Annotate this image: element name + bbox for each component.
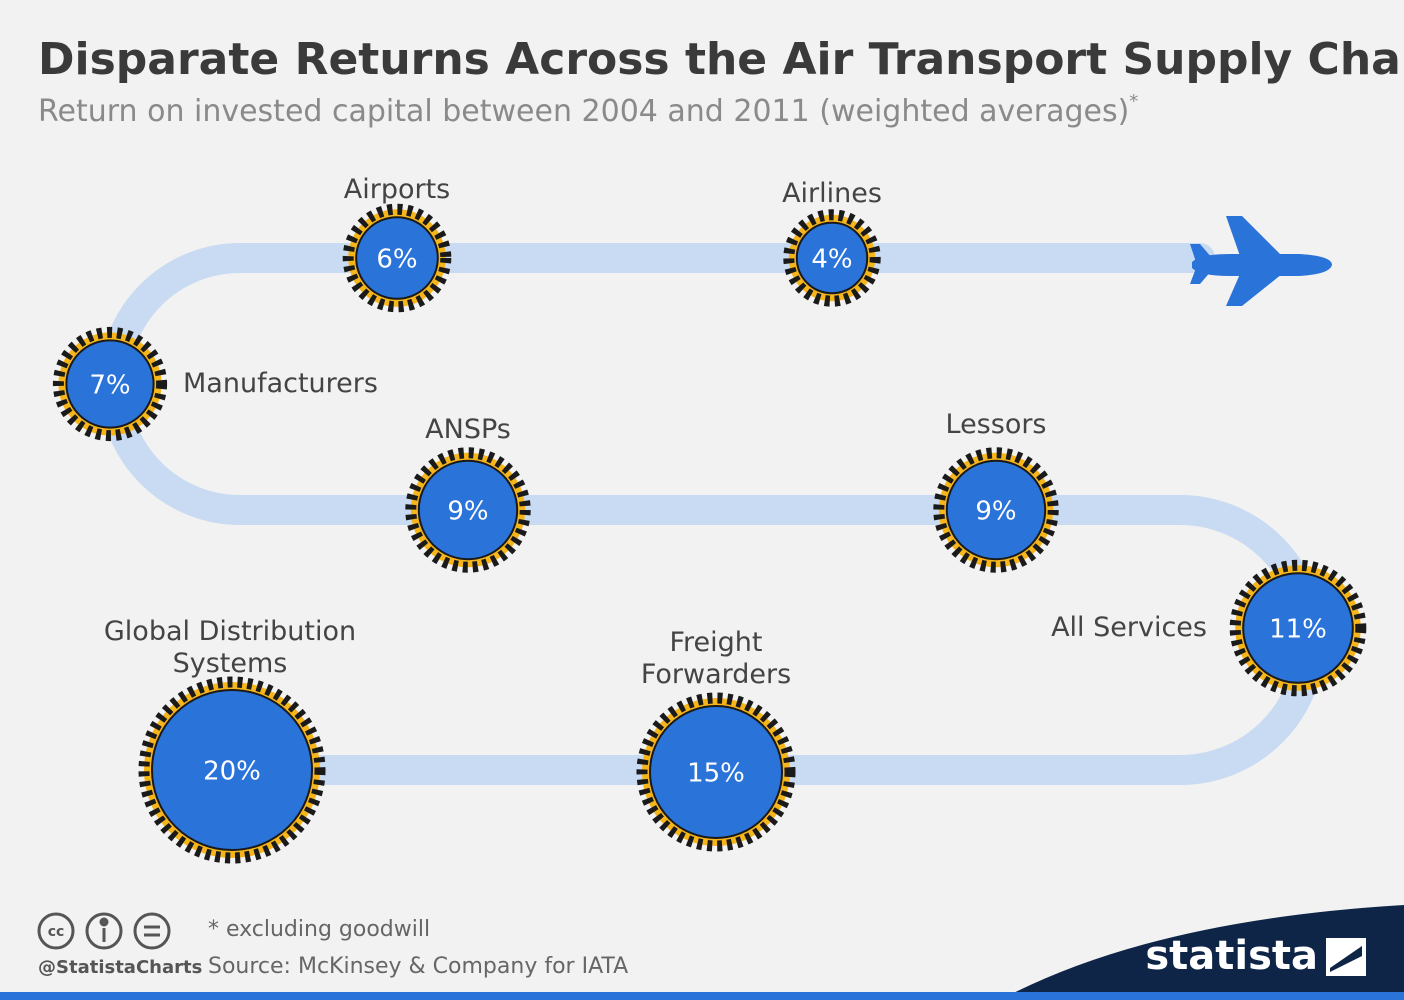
category-line: Airports: [344, 174, 450, 205]
credit: @StatistaCharts: [38, 957, 202, 978]
category-line: Manufacturers: [183, 368, 378, 399]
chart-title: Disparate Returns Across the Air Transpo…: [38, 34, 1404, 85]
bubble-ring-dash: [405, 447, 531, 573]
bubble: [795, 221, 869, 295]
bubble-ring-dash: [52, 326, 168, 442]
subtitle-mark: *: [1129, 91, 1138, 112]
category-label: ANSPs: [425, 414, 511, 445]
track-path: [99, 243, 1325, 785]
category-label: Airports: [344, 174, 450, 205]
category-line: Airlines: [782, 178, 882, 209]
value-label: 9%: [975, 497, 1016, 527]
value-label: 7%: [89, 371, 130, 401]
category-line: Systems: [173, 648, 288, 679]
bubble: [945, 459, 1047, 561]
bubble-ring-dash: [933, 447, 1059, 573]
category-line: Lessors: [946, 409, 1047, 440]
chart-subtitle: Return on invested capital between 2004 …: [38, 91, 1138, 129]
track: [99, 243, 1325, 785]
cc-icon: cc: [48, 924, 65, 940]
footer-wave: [1000, 905, 1404, 1000]
bubble: [649, 705, 783, 839]
category-line: Global Distribution: [104, 616, 356, 647]
category-label: Manufacturers: [183, 368, 378, 399]
bubble-ring-dash: [783, 209, 881, 307]
footer-bar: [0, 992, 1404, 1000]
logo-mark: [1326, 938, 1366, 976]
license-icons: [37, 912, 171, 950]
bubble: [417, 459, 519, 561]
category-line: Forwarders: [641, 659, 791, 690]
category-label: Lessors: [946, 409, 1047, 440]
value-label: 9%: [447, 497, 488, 527]
value-label: 4%: [811, 245, 852, 275]
bubble-ring-dash: [138, 676, 326, 864]
value-label: 15%: [687, 759, 745, 789]
bubble-ring-dash: [636, 692, 796, 852]
bubble: [1242, 572, 1354, 684]
bubble: [151, 689, 313, 851]
category-label: All Services: [1051, 612, 1207, 643]
plane: [1190, 216, 1332, 306]
bubbles: 6% Airports 4% Airlines 7% Manufacturers 9% ANS…: [52, 174, 1367, 864]
value-label: 6%: [376, 245, 417, 275]
source: Source: McKinsey & Company for IATA: [208, 954, 628, 979]
bubble-ring-dash: [342, 203, 452, 313]
category-label: Airlines: [782, 178, 882, 209]
category-label: Global Distribution Systems: [104, 616, 356, 679]
subtitle-text: Return on invested capital between 2004 …: [38, 94, 1129, 129]
logo: statista: [1145, 933, 1318, 979]
category-label: Freight Forwarders: [641, 627, 791, 690]
bubble-ring-dash: [1229, 559, 1367, 697]
value-label: 11%: [1269, 615, 1327, 645]
category-line: ANSPs: [425, 414, 511, 445]
note: * excluding goodwill: [208, 917, 430, 942]
bubble: [65, 339, 155, 429]
category-line: All Services: [1051, 612, 1207, 643]
bubble: [355, 216, 439, 300]
category-line: Freight: [669, 627, 762, 658]
value-label: 20%: [203, 757, 261, 787]
